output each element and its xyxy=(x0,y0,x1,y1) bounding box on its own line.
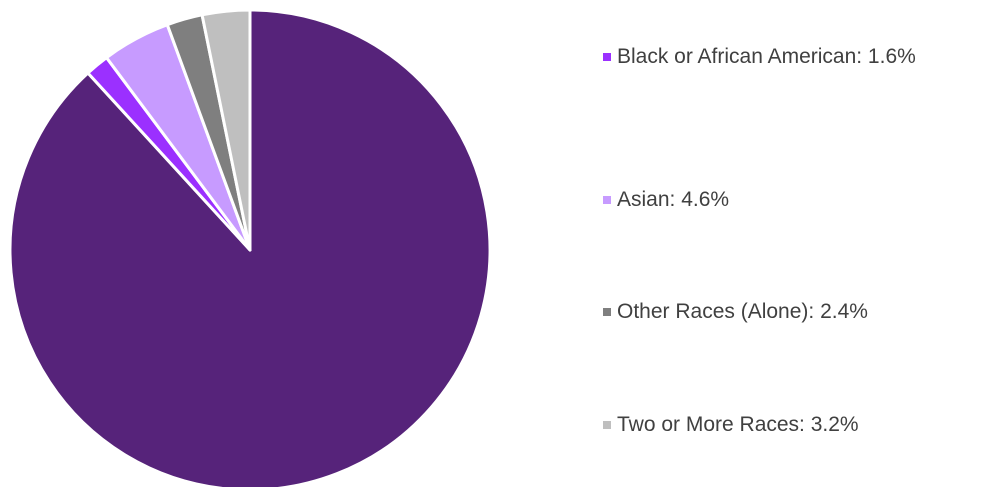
legend-label: Two or More Races: 3.2% xyxy=(617,413,859,436)
legend-label: Black or African American: 1.6% xyxy=(617,45,916,68)
legend-label: Asian: 4.6% xyxy=(617,188,730,211)
legend-swatch xyxy=(603,308,611,316)
legend-swatch xyxy=(603,196,611,204)
legend-item-two-or-more-races: Two or More Races: 3.2% xyxy=(603,410,859,440)
legend-item-other-races: Other Races (Alone): 2.4% xyxy=(603,297,868,327)
legend-label: Other Races (Alone): 2.4% xyxy=(617,300,868,323)
legend-item-asian: Asian: 4.6% xyxy=(603,185,729,215)
pie-chart-plot xyxy=(8,8,492,487)
pie-slice-unlabeled xyxy=(8,8,492,487)
legend-swatch xyxy=(603,421,611,429)
legend-swatch xyxy=(603,53,611,61)
legend-item-black-or-african-american: Black or African American: 1.6% xyxy=(603,42,916,72)
pie-slice-two-or-more-races xyxy=(200,8,252,252)
